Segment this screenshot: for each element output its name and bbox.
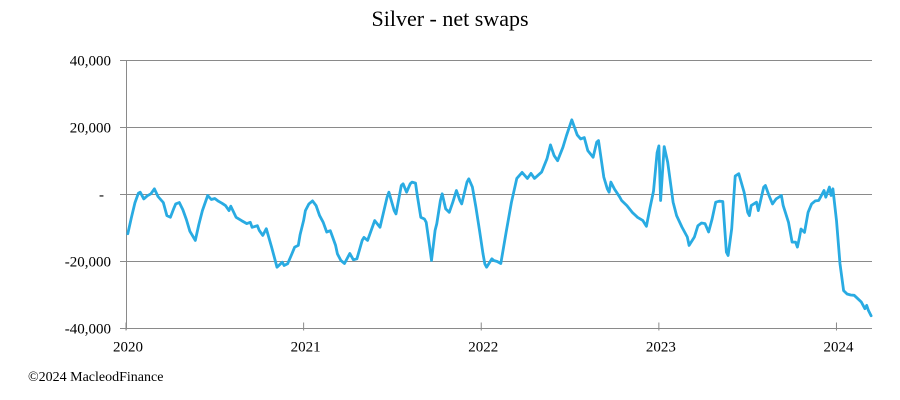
x-axis-label: 2021 <box>291 340 321 356</box>
y-axis-label: 20,000 <box>70 121 111 137</box>
y-axis-label: -40,000 <box>65 322 111 338</box>
chart-title: Silver - net swaps <box>371 6 529 31</box>
y-axis-label: 40,000 <box>70 54 111 70</box>
x-axis-label: 2024 <box>823 340 854 356</box>
y-axis-label: -20,000 <box>65 255 111 271</box>
y-axis-label: - <box>99 188 104 204</box>
copyright-text: ©2024 MacleodFinance <box>28 370 164 385</box>
data-line <box>126 118 873 318</box>
x-axis-label: 2022 <box>468 340 498 356</box>
x-axis-label: 2020 <box>113 340 143 356</box>
x-axis-label: 2023 <box>646 340 676 356</box>
